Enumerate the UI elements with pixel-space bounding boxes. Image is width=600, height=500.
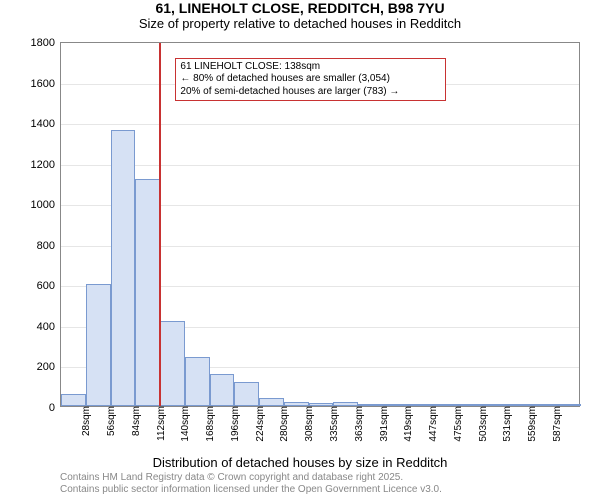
y-tick-label: 200 <box>37 361 61 373</box>
y-tick-label: 400 <box>37 321 61 333</box>
histogram-bar <box>160 321 185 406</box>
y-tick-label: 0 <box>49 402 61 414</box>
x-tick-label: 559sqm <box>523 406 538 442</box>
x-tick-label: 419sqm <box>399 406 414 442</box>
x-tick-label: 447sqm <box>424 406 439 442</box>
grid-line <box>61 165 579 166</box>
x-tick-label: 503sqm <box>474 406 489 442</box>
x-tick-label: 475sqm <box>449 406 464 442</box>
x-tick-label: 531sqm <box>498 406 513 442</box>
annotation-line: 61 LINEHOLT CLOSE: 138sqm <box>180 61 440 74</box>
y-tick-label: 1600 <box>31 78 61 90</box>
histogram-bar <box>185 357 210 406</box>
histogram-bar <box>135 179 160 406</box>
x-tick-label: 587sqm <box>548 406 563 442</box>
x-tick-label: 112sqm <box>152 406 167 441</box>
x-tick-label: 140sqm <box>176 406 191 442</box>
x-tick-label: 308sqm <box>300 406 315 442</box>
annotation-box: 61 LINEHOLT CLOSE: 138sqm← 80% of detach… <box>175 58 445 102</box>
y-tick-label: 1400 <box>31 118 61 130</box>
grid-line <box>61 124 579 125</box>
plot-area: 02004006008001000120014001600180028sqm56… <box>60 42 580 407</box>
annotation-line: ← 80% of detached houses are smaller (3,… <box>180 73 440 86</box>
x-tick-label: 56sqm <box>102 406 117 436</box>
x-tick-label: 224sqm <box>251 406 266 442</box>
histogram-bar <box>234 382 259 406</box>
x-axis-label: Distribution of detached houses by size … <box>0 455 600 470</box>
x-tick-label: 168sqm <box>201 406 216 442</box>
x-tick-label: 363sqm <box>350 406 365 442</box>
histogram-bar <box>86 284 111 406</box>
y-tick-label: 800 <box>37 240 61 252</box>
x-tick-label: 335sqm <box>325 406 340 442</box>
x-tick-label: 84sqm <box>127 406 142 436</box>
x-tick-label: 28sqm <box>77 406 92 436</box>
y-tick-label: 600 <box>37 280 61 292</box>
footer-attribution: Contains HM Land Registry data © Crown c… <box>60 472 442 496</box>
histogram-bar <box>210 374 235 406</box>
footer-line: Contains public sector information licen… <box>60 484 442 496</box>
reference-line <box>159 43 161 406</box>
y-tick-label: 1200 <box>31 159 61 171</box>
y-tick-label: 1800 <box>31 37 61 49</box>
histogram-bar <box>259 398 284 406</box>
histogram-bar <box>61 394 86 406</box>
x-tick-label: 280sqm <box>275 406 290 442</box>
footer-line: Contains HM Land Registry data © Crown c… <box>60 472 442 484</box>
page-subtitle: Size of property relative to detached ho… <box>0 16 600 31</box>
y-tick-label: 1000 <box>31 199 61 211</box>
x-tick-label: 196sqm <box>226 406 241 442</box>
histogram-bar <box>111 130 136 406</box>
page-title: 61, LINEHOLT CLOSE, REDDITCH, B98 7YU <box>0 0 600 16</box>
histogram-chart: 61, LINEHOLT CLOSE, REDDITCH, B98 7YU Si… <box>0 0 600 500</box>
x-tick-label: 391sqm <box>375 406 390 442</box>
annotation-line: 20% of semi-detached houses are larger (… <box>180 86 440 99</box>
